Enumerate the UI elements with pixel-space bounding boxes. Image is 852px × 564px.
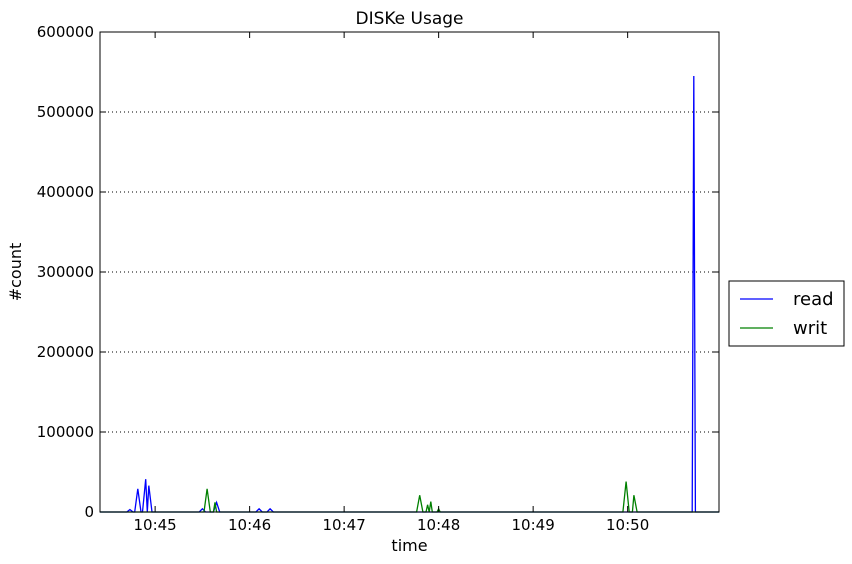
x-tick-label: 10:49	[512, 516, 555, 534]
y-axis-label: #count	[6, 243, 25, 302]
y-tick-label: 100000	[37, 423, 94, 441]
legend: read writ	[728, 280, 845, 347]
y-tick-label: 300000	[37, 263, 94, 281]
x-tick-label: 10:46	[228, 516, 271, 534]
x-tick-label: 10:45	[134, 516, 177, 534]
y-tick-label: 0	[84, 503, 94, 521]
chart-title: DISKe Usage	[355, 9, 463, 29]
y-tick-label: 500000	[37, 103, 94, 121]
legend-box	[728, 280, 845, 347]
x-tick-label: 10:48	[417, 516, 460, 534]
y-tick-label: 400000	[37, 183, 94, 201]
x-axis-label: time	[391, 536, 427, 555]
y-tick-label: 200000	[37, 343, 94, 361]
legend-label-writ: writ	[793, 318, 827, 339]
axis-ticks: 0 100000 200000 300000 400000 500000 600000 10:…	[37, 23, 719, 534]
y-tick-label: 600000	[37, 23, 94, 41]
x-tick-label: 10:50	[606, 516, 649, 534]
legend-label-read: read	[793, 289, 834, 310]
x-tick-label: 10:47	[323, 516, 366, 534]
